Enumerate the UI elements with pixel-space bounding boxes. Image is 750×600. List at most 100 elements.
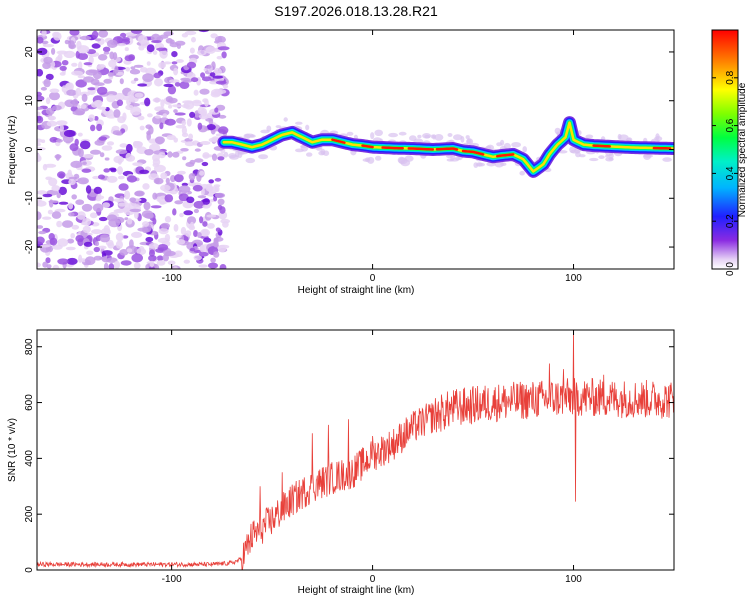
noise-blob [152, 217, 157, 225]
noise-blob [197, 232, 202, 238]
noise-blob [167, 260, 176, 266]
noise-blob [122, 96, 129, 101]
noise-blob [56, 220, 63, 228]
halo-blob [323, 150, 330, 156]
noise-blob [101, 145, 113, 151]
noise-blob [93, 255, 103, 261]
noise-blob [51, 47, 56, 55]
halo-blob [466, 138, 472, 145]
noise-blob [37, 225, 44, 229]
noise-blob [84, 256, 96, 266]
noise-blob [137, 227, 148, 232]
noise-blob [83, 241, 93, 247]
halo-blob [353, 134, 358, 140]
noise-blob [96, 64, 105, 70]
noise-blob [59, 65, 67, 71]
noise-blob [189, 247, 196, 252]
halo-blob [370, 132, 375, 140]
noise-blob [189, 111, 196, 118]
noise-blob [202, 98, 209, 103]
halo-blob [375, 155, 382, 161]
noise-blob [40, 244, 51, 248]
noise-blob [57, 238, 69, 247]
snr-line [37, 330, 674, 570]
noise-blob [202, 221, 208, 227]
noise-blob [37, 91, 42, 97]
noise-blob [218, 126, 229, 135]
noise-blob [110, 168, 117, 173]
halo-blob [346, 131, 354, 136]
noise-blob [154, 136, 165, 145]
noise-blob [186, 118, 192, 127]
noise-blob [146, 44, 155, 53]
halo-blob [477, 162, 485, 167]
halo-blob [258, 154, 269, 160]
noise-blob [215, 227, 221, 233]
noise-blob [37, 36, 44, 44]
noise-blob [159, 49, 168, 59]
noise-blob [52, 264, 60, 269]
noise-blob [118, 183, 129, 191]
noise-blob [58, 186, 67, 196]
noise-blob [198, 252, 209, 257]
noise-blob [154, 78, 163, 87]
halo-blob [503, 142, 511, 150]
noise-blob [152, 97, 162, 103]
noise-blob [182, 100, 194, 104]
noise-blob [181, 33, 189, 38]
noise-blob [41, 40, 49, 45]
noise-blob [183, 259, 190, 264]
noise-blob [172, 151, 180, 158]
ridge-peak [331, 138, 346, 144]
noise-blob [217, 46, 230, 51]
noise-blob [164, 233, 171, 242]
noise-blob [51, 185, 60, 192]
noise-blob [52, 105, 62, 111]
noise-blob [124, 217, 129, 221]
noise-blob [92, 203, 104, 212]
halo-blob [422, 133, 432, 139]
noise-blob [175, 124, 187, 129]
noise-blob [76, 40, 82, 50]
noise-blob [198, 113, 209, 120]
noise-blob [129, 208, 142, 213]
noise-blob [82, 218, 92, 226]
noise-blob [158, 152, 166, 159]
snr-xtick-label: 0 [370, 574, 376, 585]
noise-blob [117, 43, 127, 47]
halo-blob [295, 121, 303, 125]
halo-blob [260, 129, 270, 134]
noise-blob [114, 260, 120, 269]
noise-blob [221, 51, 227, 59]
noise-blob [57, 171, 66, 179]
noise-blob [137, 115, 145, 121]
noise-blob [114, 92, 125, 102]
noise-blob [55, 154, 61, 161]
noise-blob [38, 230, 47, 235]
noise-blob [219, 264, 227, 269]
noise-blob [124, 55, 135, 62]
noise-blob [67, 169, 72, 177]
halo-blob [496, 142, 503, 147]
noise-blob [167, 97, 178, 104]
noise-blob [87, 87, 96, 91]
noise-blob [174, 200, 184, 205]
noise-blob [130, 30, 143, 34]
noise-blob [130, 80, 137, 84]
noise-blob [37, 95, 45, 102]
noise-blob [69, 143, 79, 152]
colorbar-label: Normalized spectral amplitude [737, 82, 748, 217]
noise-blob [217, 204, 223, 211]
halo-blob [283, 117, 288, 122]
noise-blob [62, 220, 74, 228]
colorbar-gradient [711, 29, 739, 270]
noise-blob [70, 160, 83, 168]
snr-frame [36, 329, 675, 571]
noise-blob [44, 163, 57, 168]
noise-blob [37, 68, 44, 77]
noise-blob [70, 233, 75, 239]
noise-blob [156, 47, 168, 51]
noise-blob [167, 151, 173, 158]
noise-blob [116, 99, 124, 107]
halo-blob [374, 129, 384, 136]
